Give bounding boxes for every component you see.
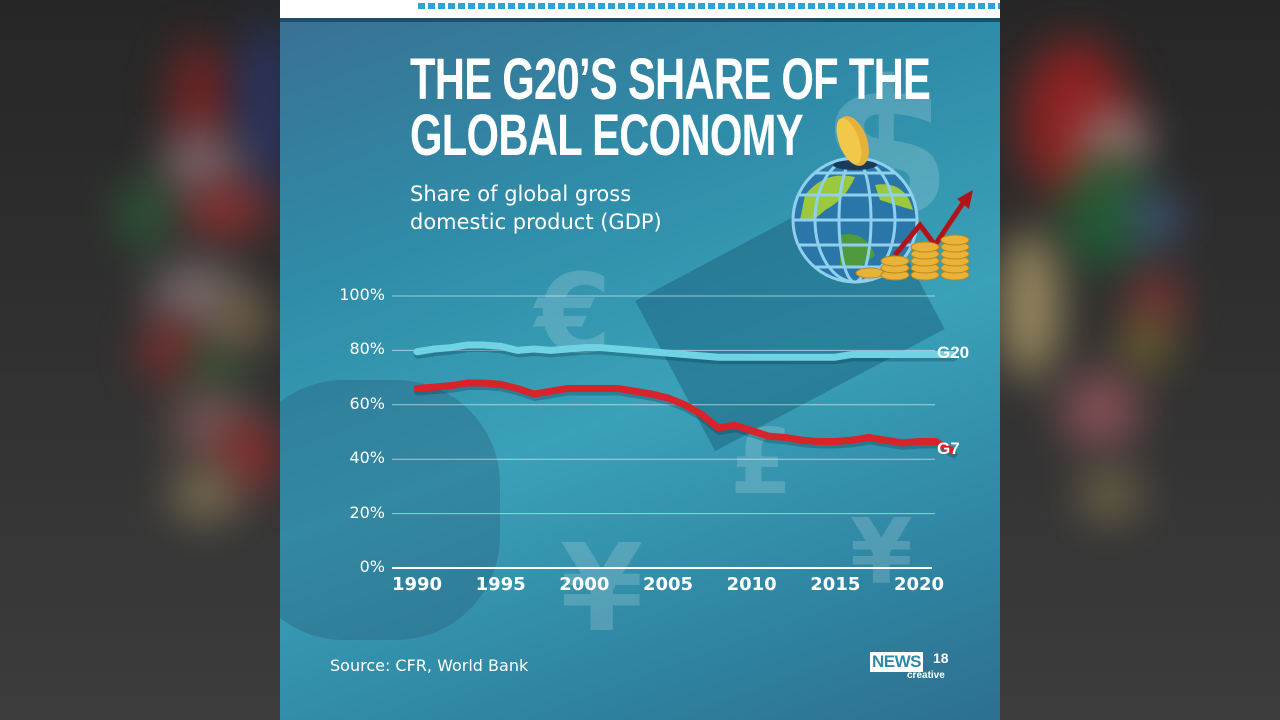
infographic-poster: $ € £ ¥ ¥ THE G20’S SHARE OF THE GLOBAL … — [280, 0, 1000, 720]
y-tick-label: 0% — [359, 557, 385, 576]
source-note: Source: CFR, World Bank — [330, 656, 529, 675]
euro-symbol-icon: € — [535, 250, 612, 378]
top-dashes — [418, 3, 1000, 9]
y-tick-label: 100% — [339, 285, 385, 304]
x-tick-label: 2010 — [726, 574, 777, 595]
g7-series-line — [413, 379, 956, 455]
top-strip — [280, 18, 1000, 22]
news18-creative-logo: NEWS 18 creative — [870, 650, 950, 682]
y-tick-label: 60% — [349, 393, 385, 413]
yen-symbol-icon-2: ¥ — [850, 500, 913, 605]
yen-symbol-icon: ¥ — [560, 520, 644, 659]
x-tick-label: 2005 — [642, 574, 694, 595]
x-tick-label: 1995 — [475, 574, 526, 595]
g20-series-line — [413, 341, 956, 361]
x-tick-label: 2015 — [810, 574, 861, 595]
x-tick-label: 2000 — [559, 574, 610, 595]
subtitle-line-1: Share of global gross — [410, 182, 632, 206]
logo-number: 18 — [933, 650, 949, 666]
coin-icon — [836, 116, 869, 166]
g7-series-label: G7 — [937, 439, 960, 458]
blurred-background-left — [0, 0, 280, 720]
title-line-2: GLOBAL ECONOMY — [410, 103, 804, 168]
logo-news: NEWS — [870, 652, 923, 672]
top-bar — [280, 0, 1000, 18]
logo-creative: creative — [907, 670, 945, 681]
y-tick-label: 80% — [349, 339, 385, 359]
y-tick-label: 20% — [349, 502, 385, 522]
coin-stacks-icon — [855, 234, 970, 281]
subtitle-line-2: domestic product (GDP) — [410, 210, 662, 234]
line-chart: 100% 80% 60% 40% 20% 0% 1990 1995 2000 2005 2010 2… — [280, 0, 1000, 720]
g20-series-label: G20 — [937, 343, 970, 362]
chart-plot-area — [392, 295, 958, 569]
x-tick-label: 1990 — [391, 574, 443, 595]
y-tick-label: 40% — [349, 448, 385, 468]
chart-subtitle: Share of global gross domestic product (… — [410, 180, 662, 236]
blurred-background-right — [1000, 0, 1280, 720]
globe-coins-growth-icon — [791, 116, 973, 284]
x-tick-label: 2020 — [893, 574, 945, 595]
world-map-shape — [280, 380, 500, 640]
growth-arrow-icon — [893, 198, 968, 257]
